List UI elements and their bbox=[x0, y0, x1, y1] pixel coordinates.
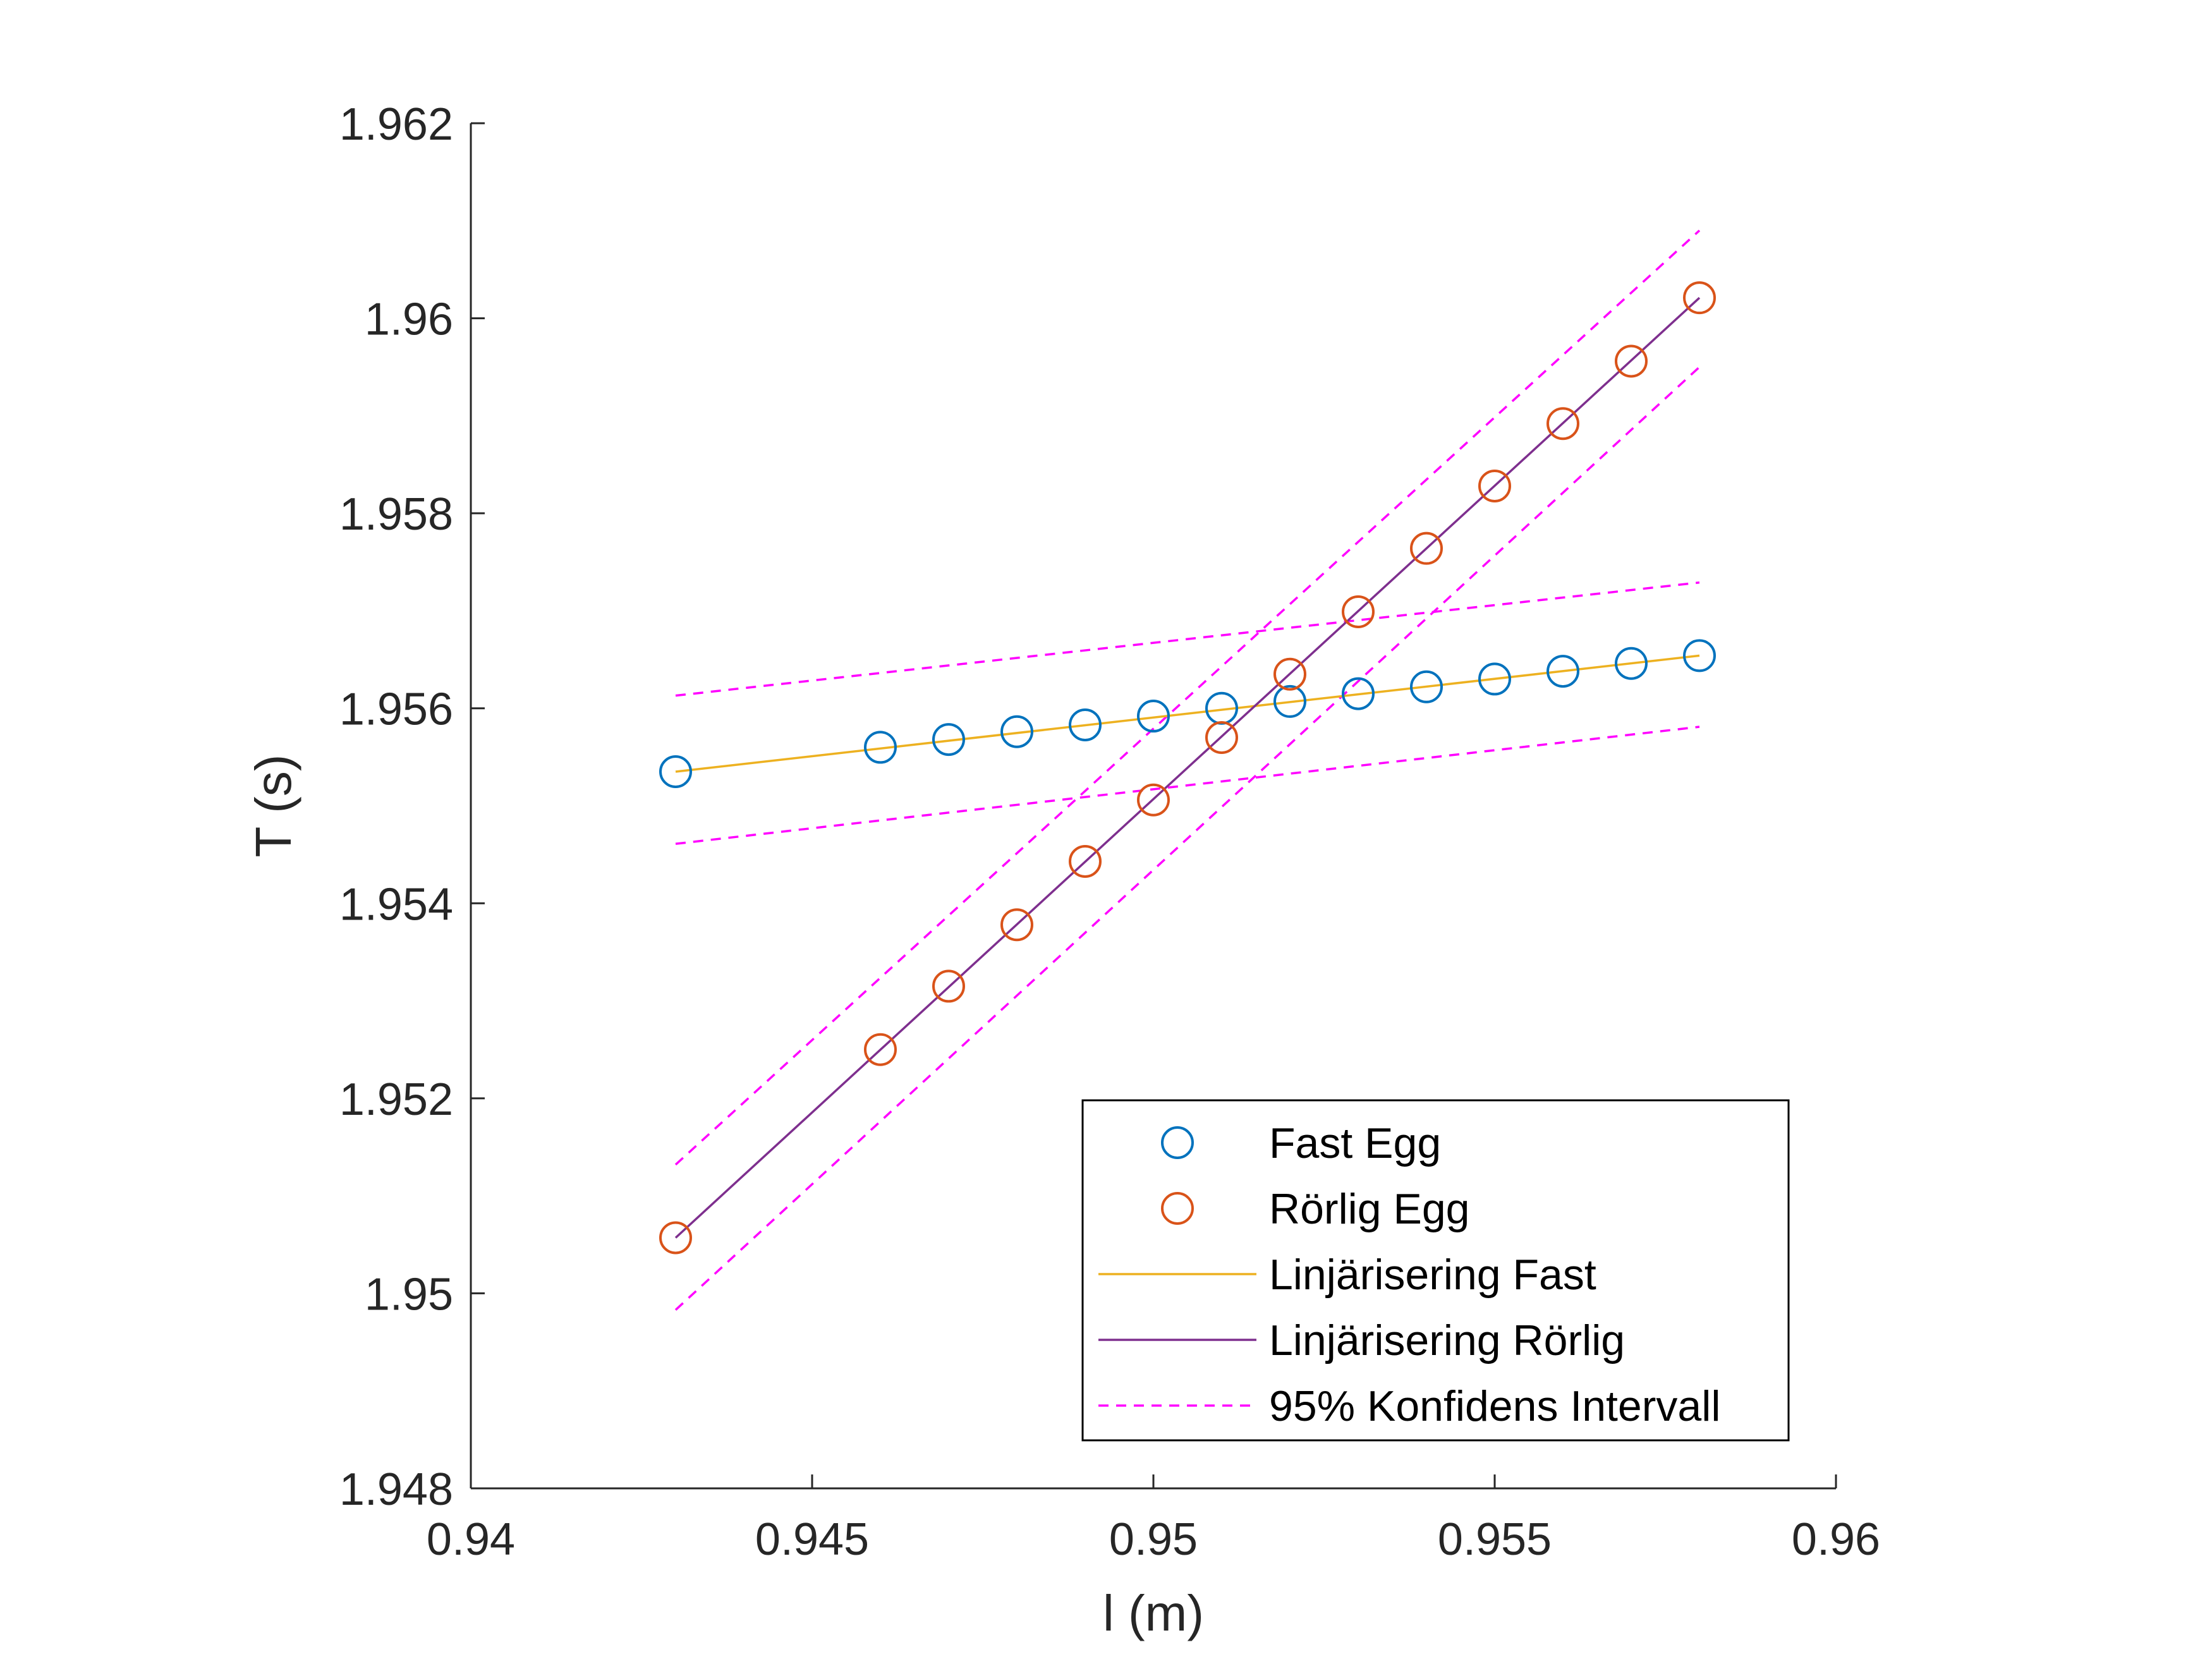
data-point-fast-egg bbox=[1615, 647, 1648, 680]
y-tick-label: 1.956 bbox=[339, 684, 453, 735]
data-point-fast-egg bbox=[1342, 677, 1375, 710]
y-tick-label: 1.954 bbox=[339, 879, 453, 930]
data-point-rorlig-egg bbox=[1615, 344, 1648, 378]
data-point-fast-egg bbox=[659, 755, 692, 788]
data-point-fast-egg bbox=[1069, 708, 1102, 741]
data-point-fast-egg bbox=[864, 731, 897, 764]
confidence-interval-line bbox=[675, 581, 1700, 697]
legend-entry-label: Rörlig Egg bbox=[1269, 1185, 1470, 1233]
y-tick-label: 1.962 bbox=[339, 99, 453, 150]
data-point-rorlig-egg bbox=[1137, 783, 1170, 817]
fit-line-rorlig bbox=[674, 296, 1701, 1239]
data-point-fast-egg bbox=[1683, 639, 1716, 672]
data-point-rorlig-egg bbox=[659, 1221, 692, 1255]
data-point-rorlig-egg bbox=[864, 1033, 897, 1066]
legend-box bbox=[1081, 1099, 1790, 1442]
y-tick-label: 1.95 bbox=[365, 1269, 453, 1320]
data-point-rorlig-egg bbox=[1273, 657, 1306, 691]
x-tick-label: 0.94 bbox=[427, 1514, 515, 1565]
confidence-interval-line bbox=[675, 726, 1700, 845]
x-axis-label: l (m) bbox=[1103, 1585, 1204, 1641]
legend: Fast Egg Rörlig Egg Linjärisering Fast Linj… bbox=[1081, 1099, 1790, 1442]
data-point-rorlig-egg bbox=[1683, 281, 1716, 315]
x-tick-label: 0.95 bbox=[1109, 1514, 1198, 1565]
confidence-interval-line bbox=[674, 366, 1701, 1311]
y-tick-label: 1.952 bbox=[339, 1074, 453, 1125]
data-point-rorlig-egg bbox=[1000, 908, 1033, 942]
confidence-interval-line bbox=[674, 229, 1701, 1166]
data-point-fast-egg bbox=[1273, 684, 1306, 718]
data-point-fast-egg bbox=[1478, 662, 1511, 696]
data-point-fast-egg bbox=[1547, 655, 1579, 688]
data-point-rorlig-egg bbox=[1069, 844, 1102, 878]
x-tick-label: 0.955 bbox=[1438, 1514, 1552, 1565]
data-point-fast-egg bbox=[1410, 670, 1443, 703]
x-tick-label: 0.945 bbox=[755, 1514, 869, 1565]
data-point-fast-egg bbox=[932, 723, 965, 757]
legend-marker-icon bbox=[1161, 1192, 1194, 1225]
legend-entry-label: Linjärisering Rörlig bbox=[1269, 1316, 1625, 1364]
data-point-fast-egg bbox=[1137, 700, 1170, 733]
plot-series-group bbox=[659, 229, 1716, 1311]
legend-entry-label: 95% Konfidens Intervall bbox=[1269, 1382, 1720, 1430]
data-point-rorlig-egg bbox=[1478, 469, 1511, 502]
axes-group: 0.94 0.945 0.95 0.955 0.96 1.948 1.95 1.952 1.95… bbox=[245, 99, 1880, 1641]
data-point-fast-egg bbox=[1000, 715, 1033, 748]
y-tick-label: 1.948 bbox=[339, 1464, 453, 1515]
x-tick-label: 0.96 bbox=[1792, 1514, 1880, 1565]
data-point-rorlig-egg bbox=[1547, 407, 1579, 441]
data-point-rorlig-egg bbox=[1205, 721, 1238, 754]
legend-marker-icon bbox=[1161, 1126, 1194, 1159]
fit-line-fast bbox=[675, 654, 1700, 773]
y-tick-label: 1.958 bbox=[339, 489, 453, 540]
data-point-rorlig-egg bbox=[932, 969, 965, 1003]
legend-entry-label: Linjärisering Fast bbox=[1269, 1251, 1596, 1299]
legend-entry-label: Fast Egg bbox=[1269, 1119, 1441, 1167]
y-axis-label: T (s) bbox=[245, 755, 301, 858]
y-tick-label: 1.96 bbox=[365, 295, 453, 345]
data-point-rorlig-egg bbox=[1410, 532, 1443, 565]
data-point-rorlig-egg bbox=[1342, 595, 1375, 628]
